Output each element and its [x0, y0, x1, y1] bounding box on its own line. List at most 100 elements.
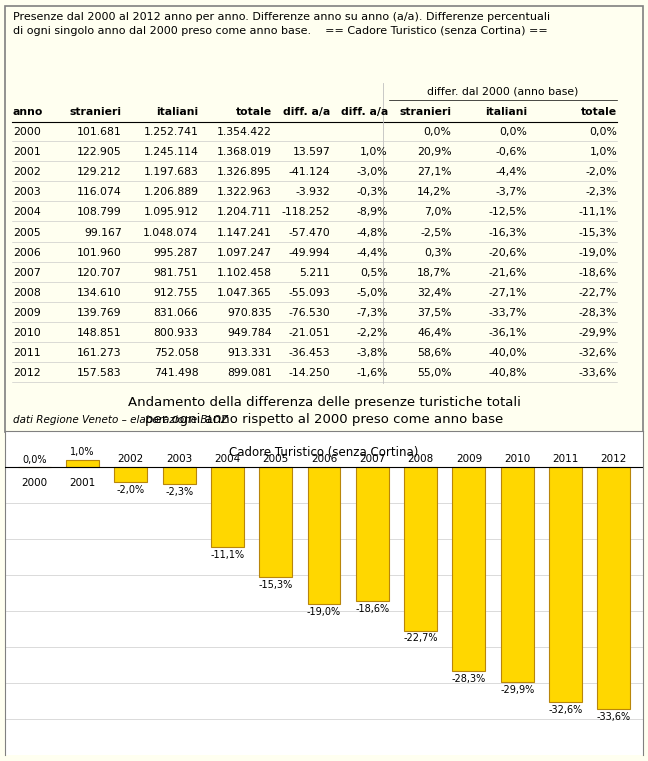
Text: 0,0%: 0,0% — [424, 127, 452, 137]
Text: stranieri: stranieri — [400, 107, 452, 117]
Text: 1.095.912: 1.095.912 — [143, 208, 198, 218]
Text: 2005: 2005 — [262, 454, 289, 463]
Text: -18,6%: -18,6% — [579, 268, 618, 278]
Text: -76.530: -76.530 — [288, 308, 330, 318]
Text: -21.051: -21.051 — [288, 328, 330, 338]
Text: 899.081: 899.081 — [227, 368, 272, 378]
Text: -15,3%: -15,3% — [579, 228, 618, 237]
Text: 18,7%: 18,7% — [417, 268, 452, 278]
Text: 2000: 2000 — [13, 127, 41, 137]
Text: -21,6%: -21,6% — [489, 268, 527, 278]
Text: 2010: 2010 — [13, 328, 41, 338]
Text: 2005: 2005 — [13, 228, 41, 237]
Text: -57.470: -57.470 — [288, 228, 330, 237]
Text: -15,3%: -15,3% — [259, 580, 293, 591]
Text: -29,9%: -29,9% — [500, 685, 535, 696]
Text: 913.331: 913.331 — [227, 348, 272, 358]
Text: dati Regione Veneto – elaborazione BLOZ: dati Regione Veneto – elaborazione BLOZ — [13, 415, 228, 425]
Text: -7,3%: -7,3% — [356, 308, 388, 318]
Text: 1.102.458: 1.102.458 — [216, 268, 272, 278]
Bar — [452, 467, 485, 671]
Text: 139.769: 139.769 — [77, 308, 122, 318]
Text: 1.097.247: 1.097.247 — [216, 247, 272, 258]
Text: 2003: 2003 — [13, 187, 41, 197]
Text: -29,9%: -29,9% — [579, 328, 618, 338]
Text: 157.583: 157.583 — [77, 368, 122, 378]
Text: 108.799: 108.799 — [77, 208, 122, 218]
Text: 2006: 2006 — [13, 247, 41, 258]
Text: -3,0%: -3,0% — [356, 167, 388, 177]
Text: -55.093: -55.093 — [288, 288, 330, 298]
Text: -32,6%: -32,6% — [548, 705, 583, 715]
Text: 752.058: 752.058 — [154, 348, 198, 358]
Text: -19,0%: -19,0% — [307, 607, 341, 617]
Text: 0,0%: 0,0% — [499, 127, 527, 137]
Text: 5.211: 5.211 — [299, 268, 330, 278]
Text: 2002: 2002 — [13, 167, 41, 177]
Text: -20,6%: -20,6% — [488, 247, 527, 258]
Text: -36.453: -36.453 — [289, 348, 330, 358]
Text: -16,3%: -16,3% — [489, 228, 527, 237]
Text: 2003: 2003 — [166, 454, 192, 463]
Text: 800.933: 800.933 — [154, 328, 198, 338]
Text: 1.197.683: 1.197.683 — [143, 167, 198, 177]
Text: -22,7%: -22,7% — [579, 288, 618, 298]
Text: -40,0%: -40,0% — [488, 348, 527, 358]
Text: -2,3%: -2,3% — [586, 187, 618, 197]
Text: -28,3%: -28,3% — [452, 673, 486, 683]
Text: -22,7%: -22,7% — [403, 633, 438, 644]
Bar — [356, 467, 389, 601]
Text: totale: totale — [236, 107, 272, 117]
Text: 20,9%: 20,9% — [417, 147, 452, 158]
Text: -118.252: -118.252 — [282, 208, 330, 218]
Text: 2007: 2007 — [359, 454, 386, 463]
Text: -4,4%: -4,4% — [356, 247, 388, 258]
Text: 1.368.019: 1.368.019 — [216, 147, 272, 158]
Text: 2009: 2009 — [456, 454, 482, 463]
Text: -49.994: -49.994 — [289, 247, 330, 258]
Bar — [114, 467, 147, 482]
Text: 161.273: 161.273 — [77, 348, 122, 358]
Text: 2002: 2002 — [118, 454, 144, 463]
Text: -19,0%: -19,0% — [579, 247, 618, 258]
Text: -33,6%: -33,6% — [579, 368, 618, 378]
Text: anno: anno — [13, 107, 43, 117]
Text: -14.250: -14.250 — [288, 368, 330, 378]
Text: 2001: 2001 — [69, 478, 96, 489]
Text: italiani: italiani — [156, 107, 198, 117]
Text: -11,1%: -11,1% — [579, 208, 618, 218]
Text: 1.326.895: 1.326.895 — [217, 167, 272, 177]
Text: 1,0%: 1,0% — [590, 147, 618, 158]
Text: 101.681: 101.681 — [77, 127, 122, 137]
Text: -2,0%: -2,0% — [586, 167, 618, 177]
Text: 2008: 2008 — [13, 288, 41, 298]
Text: -2,3%: -2,3% — [165, 487, 193, 497]
Text: 1,0%: 1,0% — [70, 447, 95, 457]
Bar — [597, 467, 631, 709]
Text: -33,6%: -33,6% — [597, 712, 631, 721]
Bar — [259, 467, 292, 578]
Text: 2010: 2010 — [504, 454, 530, 463]
Text: 2011: 2011 — [552, 454, 579, 463]
Text: -8,9%: -8,9% — [356, 208, 388, 218]
Text: italiani: italiani — [485, 107, 527, 117]
Text: -32,6%: -32,6% — [579, 348, 618, 358]
Text: 0,5%: 0,5% — [360, 268, 388, 278]
Text: 1,0%: 1,0% — [360, 147, 388, 158]
Text: 116.074: 116.074 — [77, 187, 122, 197]
Text: 0,0%: 0,0% — [590, 127, 618, 137]
Bar — [549, 467, 582, 702]
Text: 1.048.074: 1.048.074 — [143, 228, 198, 237]
Text: 134.610: 134.610 — [77, 288, 122, 298]
Text: 2007: 2007 — [13, 268, 41, 278]
Text: 1.047.365: 1.047.365 — [216, 288, 272, 298]
Text: -33,7%: -33,7% — [489, 308, 527, 318]
Text: -40,8%: -40,8% — [488, 368, 527, 378]
Text: -2,2%: -2,2% — [356, 328, 388, 338]
Text: -4,4%: -4,4% — [495, 167, 527, 177]
Text: 1.204.711: 1.204.711 — [216, 208, 272, 218]
Text: -36,1%: -36,1% — [489, 328, 527, 338]
Text: 1.252.741: 1.252.741 — [143, 127, 198, 137]
Text: 1.245.114: 1.245.114 — [143, 147, 198, 158]
Text: -0,3%: -0,3% — [356, 187, 388, 197]
